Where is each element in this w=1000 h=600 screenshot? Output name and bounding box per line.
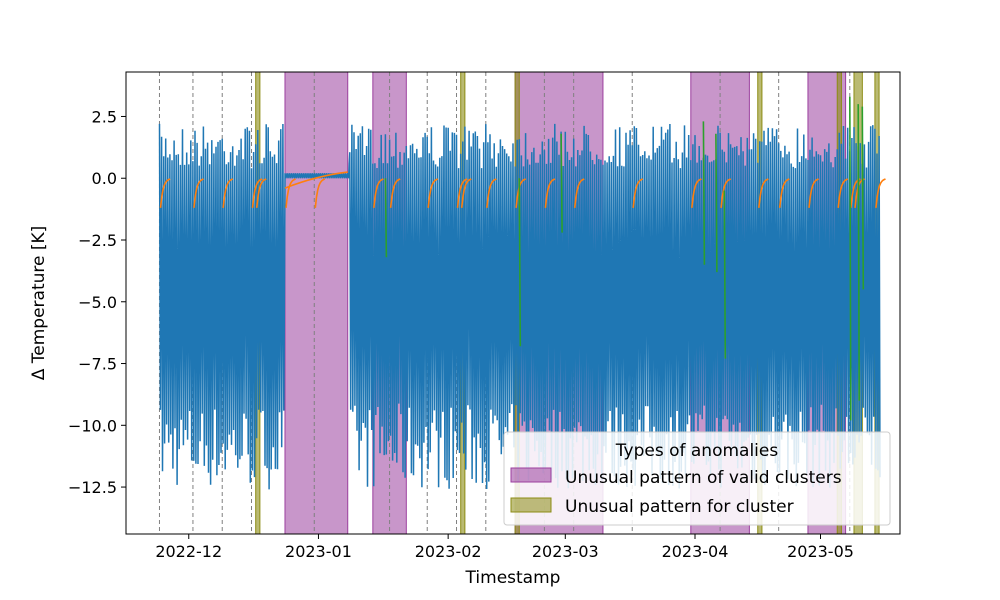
legend-label-cluster: Unusual pattern for cluster bbox=[565, 497, 794, 517]
x-tick-label-3: 2023-03 bbox=[532, 542, 599, 561]
y-axis: 2.5 0.0 −2.5 −5.0 −7.5 −10.0 −12.5 bbox=[68, 107, 126, 497]
series-line-anomalous bbox=[384, 96, 865, 421]
x-axis-title: Timestamp bbox=[465, 568, 561, 588]
x-tick-label-5: 2023-05 bbox=[787, 542, 854, 561]
series-line-recovery bbox=[159, 171, 886, 208]
anomaly-region-0 bbox=[284, 72, 349, 534]
y-tick-label-5: −10.0 bbox=[68, 416, 117, 435]
legend: Types of anomalies Unusual pattern of va… bbox=[503, 431, 891, 526]
y-tick-label-2: −2.5 bbox=[78, 231, 117, 250]
plot-frame bbox=[125, 71, 901, 535]
x-tick-label-1: 2023-01 bbox=[285, 542, 352, 561]
y-axis-title: Δ Temperature [K] bbox=[29, 226, 49, 381]
x-tick-label-2: 2023-02 bbox=[415, 542, 482, 561]
x-tick-label-0: 2022-12 bbox=[155, 542, 222, 561]
y-tick-label-3: −5.0 bbox=[78, 293, 117, 312]
legend-title: Types of anomalies bbox=[615, 441, 779, 461]
y-tick-label-4: −7.5 bbox=[78, 355, 117, 374]
legend-swatch-valid-clusters bbox=[510, 467, 552, 483]
y-tick-label-1: 0.0 bbox=[92, 169, 117, 188]
legend-swatch-cluster bbox=[510, 497, 552, 513]
legend-box bbox=[503, 431, 891, 526]
y-tick-label-0: 2.5 bbox=[92, 107, 117, 126]
temperature-series bbox=[158, 96, 886, 490]
x-axis: 2022-12 2023-01 2023-02 2023-03 2023-04 2023-… bbox=[155, 534, 854, 561]
y-tick-label-6: −12.5 bbox=[68, 478, 117, 497]
legend-label-valid-clusters: Unusual pattern of valid clusters bbox=[565, 468, 842, 488]
x-tick-label-4: 2023-04 bbox=[662, 542, 729, 561]
